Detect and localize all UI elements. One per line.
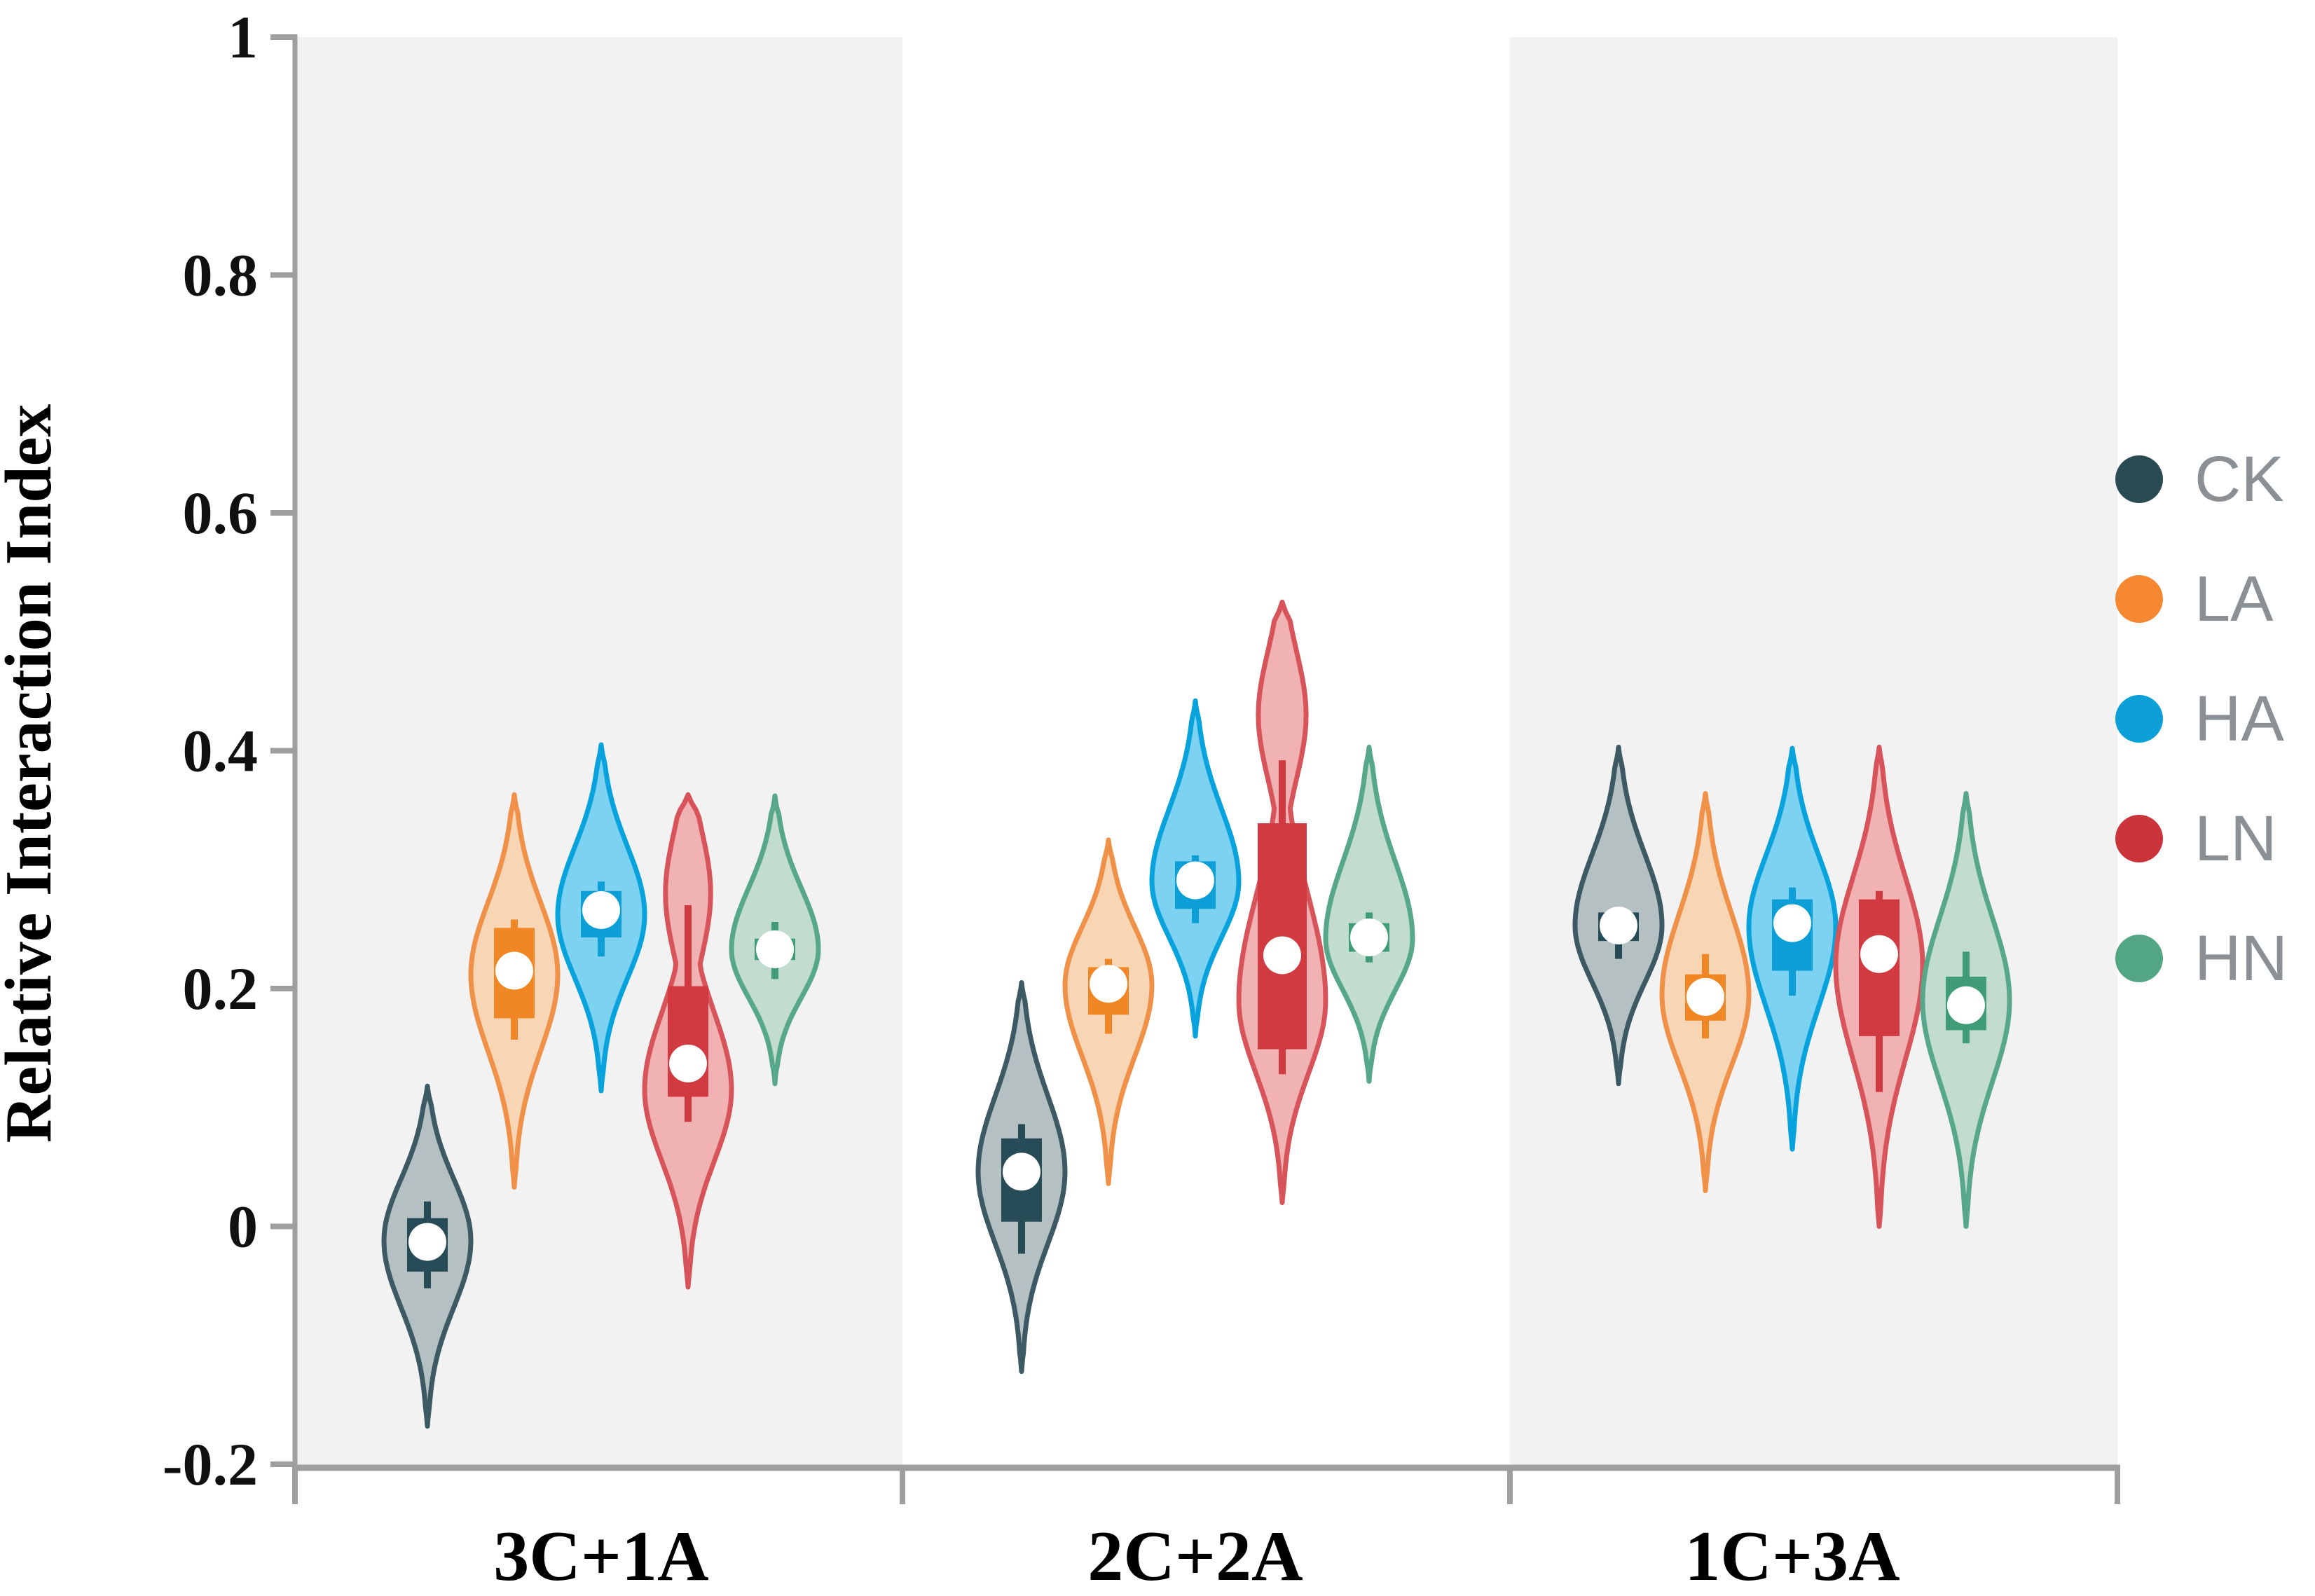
legend-label-HN: HN: [2194, 923, 2288, 994]
legend-label-LA: LA: [2194, 563, 2274, 635]
legend-item-CK: CK: [2115, 443, 2284, 515]
median-dot-HN: [1350, 919, 1388, 957]
legend-label-CK: CK: [2194, 443, 2284, 515]
legend-swatch-CK: [2115, 455, 2163, 503]
median-dot-LA: [1090, 965, 1127, 1003]
y-axis-title: Relative Interaction Index: [0, 404, 65, 1143]
median-dot-CK: [408, 1223, 446, 1261]
violin-2C+2A-CK: [975, 980, 1068, 1375]
y-tick-label-0.6: 0.6: [183, 479, 259, 546]
violin-2C+2A-LN: [1236, 599, 1328, 1205]
median-dot-LA: [1687, 977, 1724, 1016]
legend-swatch-HA: [2115, 695, 2163, 743]
legend-item-HN: HN: [2115, 923, 2288, 994]
legend-item-HA: HA: [2115, 683, 2284, 755]
y-tick-label-0: 0: [228, 1193, 258, 1260]
violin-3C+1A-CK: [381, 1083, 474, 1429]
legend-swatch-LA: [2115, 575, 2163, 623]
violin-3C+1A-HA: [555, 742, 647, 1094]
legend-label-LN: LN: [2194, 803, 2277, 874]
y-tick-label-0.4: 0.4: [183, 717, 259, 785]
median-dot-LA: [495, 951, 533, 990]
violin-1C+3A-HN: [1920, 791, 2012, 1229]
legend: CK LA HA LN HN: [2115, 443, 2288, 994]
median-dot-LN: [669, 1044, 707, 1082]
y-tick-label-1: 1: [228, 4, 258, 71]
legend-label-HA: HA: [2194, 683, 2284, 755]
median-dot-HA: [1176, 861, 1214, 900]
median-dot-HA: [582, 890, 620, 929]
median-dot-HA: [1773, 904, 1811, 942]
legend-item-LN: LN: [2115, 803, 2277, 874]
iqr-box-LN: [1258, 823, 1307, 1050]
violin-1C+3A-LA: [1659, 791, 1752, 1194]
median-dot-CK: [1600, 907, 1637, 945]
violin-1C+3A-LN: [1833, 744, 1925, 1229]
legend-item-LA: LA: [2115, 563, 2274, 635]
violin-1C+3A-CK: [1572, 744, 1665, 1087]
violin-2C+2A-HA: [1149, 698, 1242, 1039]
median-dot-HN: [1947, 986, 1985, 1024]
median-dot-CK: [1003, 1153, 1040, 1191]
panel-1C+3A: [1510, 37, 2117, 1465]
legend-swatch-HN: [2115, 935, 2163, 982]
violin-2C+2A-HN: [1323, 744, 1415, 1084]
violin-3C+1A-HN: [729, 793, 821, 1087]
x-group-label-2C+2A: 2C+2A: [1087, 1517, 1303, 1596]
violin-3C+1A-LN: [642, 792, 734, 1290]
y-tick-label-0.8: 0.8: [183, 242, 259, 309]
median-dot-LN: [1263, 936, 1301, 975]
median-dot-LN: [1860, 935, 1898, 973]
x-group-label-3C+1A: 3C+1A: [493, 1517, 708, 1596]
y-tick-label-0.2: 0.2: [183, 955, 259, 1022]
y-tick-label--0.2: -0.2: [163, 1431, 258, 1498]
violin-2C+2A-LA: [1062, 837, 1155, 1186]
legend-swatch-LN: [2115, 815, 2163, 862]
violin-3C+1A-LA: [468, 792, 561, 1190]
axes-layer: [270, 34, 2120, 1504]
violins-layer: [381, 599, 2012, 1429]
median-dot-HN: [756, 930, 794, 968]
axis-labels-layer: Relative Interaction Index 1 0.8 0.6 0.4 0.2…: [0, 4, 1900, 1596]
violin-1C+3A-HA: [1746, 745, 1839, 1152]
x-group-label-1C+3A: 1C+3A: [1684, 1517, 1900, 1596]
